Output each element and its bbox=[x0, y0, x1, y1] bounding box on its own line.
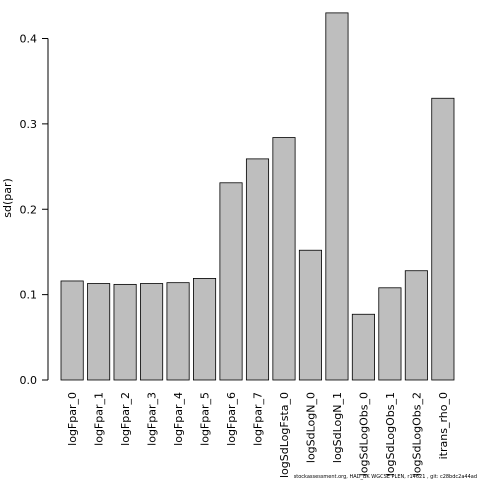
x-tick-label: logSdLogObs_2 bbox=[410, 392, 423, 476]
x-tick-label: itrans_rho_0 bbox=[437, 392, 450, 459]
bar-logSdLogN_0 bbox=[298, 249, 322, 381]
y-tick-label: 0.2 bbox=[20, 203, 38, 216]
bar-logFpar_1 bbox=[87, 283, 111, 381]
bar-logFpar_4 bbox=[166, 282, 190, 381]
y-tick-label: 0.3 bbox=[20, 118, 38, 131]
y-tick-label: 0.4 bbox=[20, 33, 38, 46]
bars bbox=[60, 12, 455, 381]
bar-logSdLogN_1 bbox=[325, 12, 349, 381]
bar-logSdLogObs_2 bbox=[404, 270, 428, 381]
y-tick-label: 0.1 bbox=[20, 289, 38, 302]
x-tick-label: logSdLogObs_1 bbox=[384, 392, 397, 476]
x-tick-label: logSdLogN_0 bbox=[304, 392, 317, 463]
x-tick-label: logFpar_2 bbox=[119, 392, 132, 446]
y-axis-title: sd(par) bbox=[1, 178, 14, 218]
x-tick-label: logFpar_1 bbox=[93, 392, 106, 446]
x-tick-label: logFpar_5 bbox=[199, 392, 212, 446]
x-tick-label: logFpar_3 bbox=[146, 392, 159, 446]
x-tick-label: logFpar_4 bbox=[172, 392, 185, 446]
bar-logSdLogFsta_0 bbox=[272, 137, 296, 381]
bar-logFpar_6 bbox=[219, 182, 243, 381]
x-tick-label: logSdLogFsta_0 bbox=[278, 392, 291, 478]
y-tick-label: 0.0 bbox=[20, 374, 38, 387]
x-axis-labels: logFpar_0 logFpar_1 logFpar_2 logFpar_3 logF… bbox=[66, 392, 450, 478]
bar-itrans_rho_0 bbox=[431, 97, 455, 381]
bar-logFpar_0 bbox=[60, 280, 84, 381]
x-tick-label: logSdLogObs_0 bbox=[357, 392, 370, 476]
bar-logFpar_7 bbox=[245, 158, 270, 381]
bar-logSdLogObs_1 bbox=[378, 287, 402, 381]
x-tick-label: logSdLogN_1 bbox=[331, 392, 344, 463]
x-tick-label: logFpar_0 bbox=[66, 392, 79, 446]
bar-logSdLogObs_0 bbox=[351, 313, 375, 381]
footer-note: stockassessment.org, HAD_BK WGCSE PLEN, … bbox=[294, 474, 477, 480]
bar-logFpar_3 bbox=[140, 283, 164, 381]
bar-logFpar_2 bbox=[113, 283, 137, 381]
x-tick-label: logFpar_6 bbox=[225, 392, 238, 446]
x-tick-label: logFpar_7 bbox=[252, 392, 265, 446]
bar-logFpar_5 bbox=[193, 278, 217, 381]
y-axis: 0.0 0.1 0.2 0.3 0.4 bbox=[20, 33, 49, 387]
